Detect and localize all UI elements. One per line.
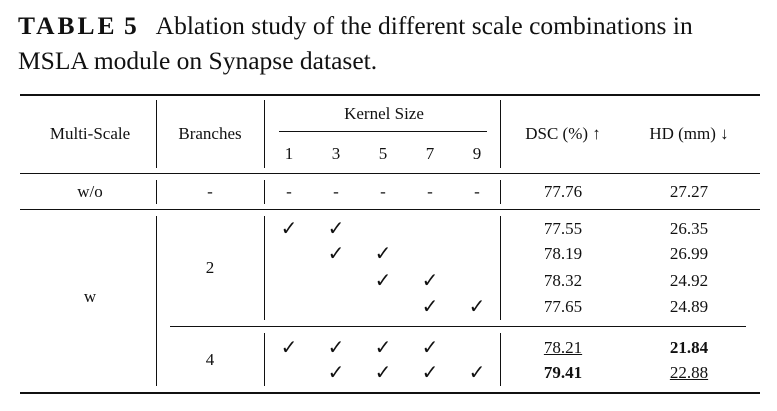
table-cell-hd: 24.89 xyxy=(669,297,709,316)
header-multi-scale: Multi-Scale xyxy=(49,124,131,143)
header-kernel-1: 1 xyxy=(284,144,294,163)
col-sep-1-header xyxy=(156,100,157,168)
wo-rule xyxy=(20,209,760,210)
header-branches: Branches xyxy=(178,124,242,143)
table-cell-branches: - xyxy=(207,182,213,201)
col-sep-1-w xyxy=(156,216,157,386)
group-label-w: w xyxy=(83,287,97,306)
checkmark-icon: ✓ xyxy=(327,241,345,265)
table-cell-dsc: 77.55 xyxy=(543,219,583,238)
header-hd: HD (mm) ↓ xyxy=(649,124,729,143)
checkmark-icon: ✓ xyxy=(327,216,345,240)
col-sep-3-w2 xyxy=(500,216,501,320)
checkmark-icon: ✓ xyxy=(421,294,439,318)
col-sep-2-wo xyxy=(264,180,265,204)
table-cell-kernel: - xyxy=(380,182,386,201)
table-cell-multi-scale: w/o xyxy=(77,182,103,201)
table-cell-dsc: 77.65 xyxy=(543,297,583,316)
table-caption: TABLE 5 Ablation study of the different … xyxy=(18,8,760,78)
col-sep-3-header xyxy=(500,100,501,168)
table-cell-hd: 26.99 xyxy=(669,244,709,263)
table-cell-dsc: 78.32 xyxy=(543,271,583,290)
table-cell-dsc: 78.19 xyxy=(543,244,583,263)
checkmark-icon: ✓ xyxy=(421,268,439,292)
checkmark-icon: ✓ xyxy=(421,360,439,384)
table-cell-dsc-best: 79.41 xyxy=(543,363,583,382)
checkmark-icon: ✓ xyxy=(468,294,486,318)
checkmark-icon: ✓ xyxy=(327,360,345,384)
table-cell-hd: 27.27 xyxy=(669,182,709,201)
col-sep-3-w4 xyxy=(500,333,501,386)
caption-number: 5 xyxy=(123,11,137,40)
table-cell-kernel: - xyxy=(474,182,480,201)
table-cell-kernel: - xyxy=(427,182,433,201)
top-rule xyxy=(20,94,760,96)
table-cell-hd: 26.35 xyxy=(669,219,709,238)
header-kernel-7: 7 xyxy=(425,144,435,163)
bottom-rule xyxy=(20,392,760,394)
group-label-branches-2: 2 xyxy=(205,258,215,277)
checkmark-icon: ✓ xyxy=(327,335,345,359)
header-kernel-9: 9 xyxy=(472,144,482,163)
table-cell-dsc-second-best: 78.21 xyxy=(543,338,583,357)
header-kernel-5: 5 xyxy=(378,144,388,163)
header-rule xyxy=(20,173,760,174)
checkmark-icon: ✓ xyxy=(374,360,392,384)
checkmark-icon: ✓ xyxy=(280,216,298,240)
kernel-size-rule xyxy=(279,131,487,132)
checkmark-icon: ✓ xyxy=(421,335,439,359)
caption-label: TABLE xyxy=(18,11,118,40)
table-cell-hd: 24.92 xyxy=(669,271,709,290)
col-sep-1-wo xyxy=(156,180,157,204)
group-label-branches-4: 4 xyxy=(205,350,215,369)
checkmark-icon: ✓ xyxy=(374,268,392,292)
col-sep-3-wo xyxy=(500,180,501,204)
checkmark-icon: ✓ xyxy=(468,360,486,384)
branch-rule xyxy=(170,326,746,327)
table-cell-kernel: - xyxy=(286,182,292,201)
col-sep-2-header xyxy=(264,100,265,168)
checkmark-icon: ✓ xyxy=(374,335,392,359)
header-dsc: DSC (%) ↑ xyxy=(525,124,601,143)
table-cell-hd-second-best: 22.88 xyxy=(669,363,709,382)
table-cell-hd-best: 21.84 xyxy=(669,338,709,357)
caption-text: Ablation study of the different scale co… xyxy=(18,11,693,75)
header-kernel-size: Kernel Size xyxy=(344,104,424,123)
col-sep-2-w2 xyxy=(264,216,265,320)
col-sep-2-w4 xyxy=(264,333,265,386)
table-cell-dsc: 77.76 xyxy=(543,182,583,201)
table-cell-kernel: - xyxy=(333,182,339,201)
checkmark-icon: ✓ xyxy=(280,335,298,359)
header-kernel-3: 3 xyxy=(331,144,341,163)
checkmark-icon: ✓ xyxy=(374,241,392,265)
